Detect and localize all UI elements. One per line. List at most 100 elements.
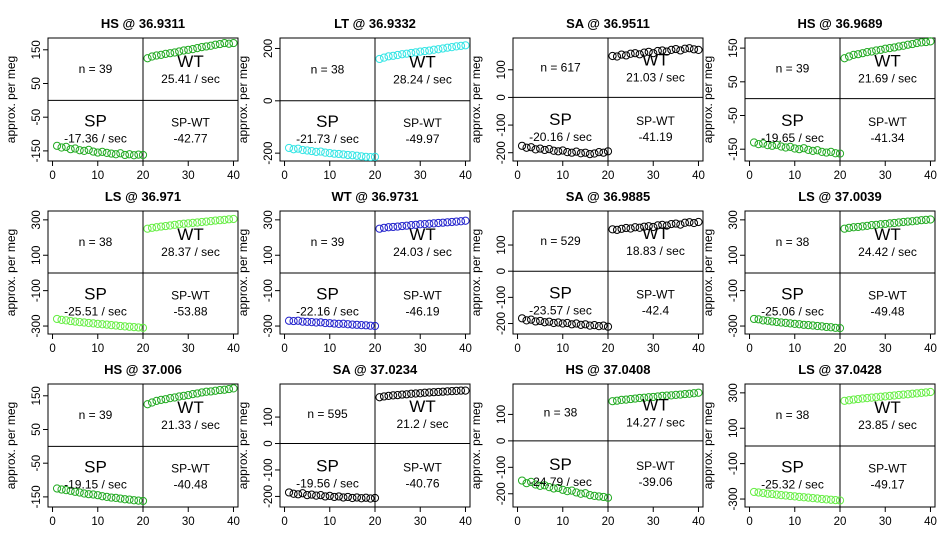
wt-point [170,393,179,402]
x-tick-label: 0 [49,170,55,182]
sp-point [549,146,558,155]
sp-point [348,493,357,503]
sp-point [749,314,759,324]
wt-point [671,219,680,228]
wt-point [461,41,470,50]
panel-title: SA @ 36.9511 [566,16,650,31]
sp-point [558,319,567,328]
wt-point [461,386,470,395]
sp-point [75,146,84,155]
wt-point [608,51,617,61]
wt-point [635,393,644,403]
wt-point [885,219,894,228]
wt-point [853,50,863,59]
sp-point [339,493,348,502]
sp-point [107,493,116,502]
x-tick-label: 30 [879,516,892,528]
panel-title: HS @ 36.9689 [798,16,883,31]
sp-point [590,149,599,158]
sp-point [116,321,125,331]
wt-point [921,388,931,397]
sp-point [576,489,585,498]
sp-point [563,487,572,496]
sp-point [357,494,366,503]
sp-label: SP [316,284,339,303]
sp-point [567,320,576,329]
wt-point [653,46,662,56]
wt-point [170,48,179,57]
wt-point [849,223,858,232]
wt-point [188,218,197,227]
y-tick-label: -100 [496,286,508,309]
wt-point [197,388,206,397]
wt-rate: 28.37 / sec [161,245,220,259]
sp-point [321,492,330,501]
sp-point [125,150,134,159]
sp-point [835,496,845,505]
wt-point [211,216,220,225]
sp-point [293,144,303,153]
x-tick-label: 20 [137,516,150,528]
y-tick-label: -50 [31,455,43,472]
sp-label: SP [549,284,572,303]
y-tick-label: -300 [263,315,275,338]
wt-point [631,223,640,232]
sp-point [763,141,772,150]
y-tick-label: -200 [496,141,508,164]
sample-count: n = 529 [540,234,581,248]
sp-point [330,149,339,158]
wt-rate: 21.2 / sec [396,417,448,431]
sp-point [581,489,590,498]
sp-point [772,140,781,149]
wt-point [680,389,690,399]
sp-point [111,321,120,330]
sp-point [758,316,768,325]
wt-point [926,215,935,224]
data-points [749,215,935,333]
wt-point [908,39,917,49]
diff-value: -53.88 [173,304,207,318]
wt-point [917,216,926,225]
wt-point [689,218,699,228]
wt-point [649,49,658,58]
x-tick-label: 0 [746,343,752,355]
wt-point [179,46,188,55]
diff-label: SP-WT [636,459,675,473]
wt-point [644,47,653,56]
wt-label: WT [874,51,900,70]
wt-point [908,389,917,398]
wt-point [926,387,935,397]
sample-count: n = 39 [79,62,113,76]
sp-point [581,320,590,329]
wt-point [425,46,434,55]
x-tick-label: 40 [459,343,472,355]
sp-rate: -25.32 / sec [761,477,824,491]
sp-point [554,483,563,493]
wt-label: WT [409,225,435,244]
sp-point [822,495,831,504]
wt-point [658,391,667,401]
wt-point [881,392,890,401]
wt-point [379,53,389,62]
wt-point [612,396,622,405]
sp-point [334,492,343,501]
wt-point [375,54,384,64]
wt-point [175,47,184,56]
y-tick-label: 50 [31,77,43,90]
wt-point [926,37,935,46]
wt-point [220,385,229,394]
wt-label: WT [409,397,435,416]
wt-point [899,217,908,227]
sample-count: n = 38 [311,62,345,76]
sp-point [563,318,572,328]
x-tick-label: 30 [647,343,660,355]
x-tick-label: 10 [556,516,569,528]
data-points [284,386,470,503]
y-tick-label: 100 [728,246,740,265]
sp-point [831,323,840,332]
sp-point [576,320,585,329]
x-tick-label: 10 [323,516,336,528]
y-tick-label: 0 [496,94,508,100]
wt-point [416,220,425,229]
sp-point [590,321,599,330]
